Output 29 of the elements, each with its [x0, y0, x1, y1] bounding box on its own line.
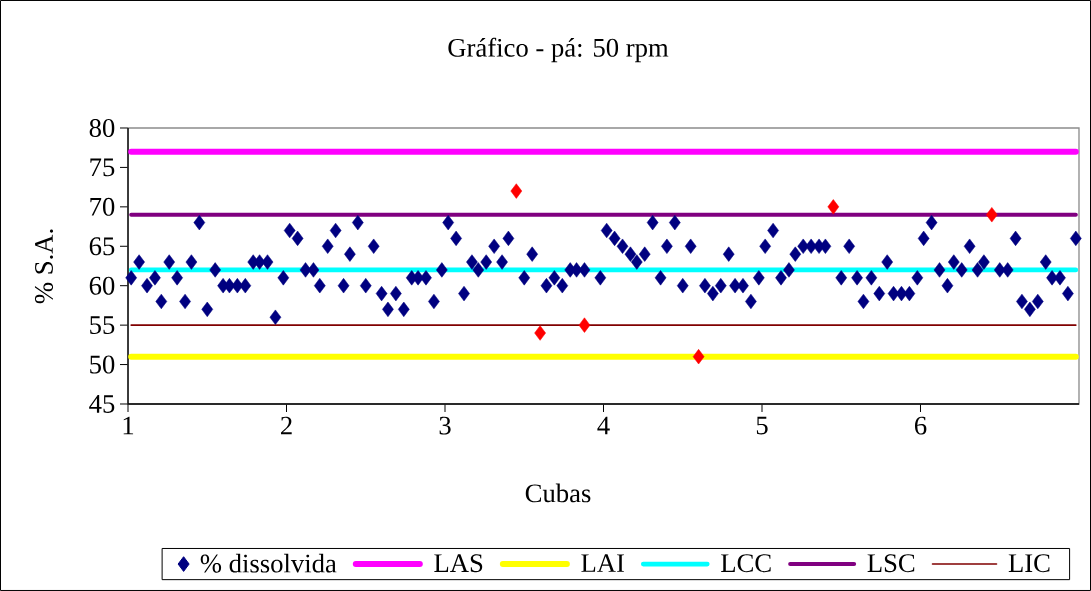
x-tick-label: 5 — [756, 416, 768, 435]
legend-label: LCC — [721, 554, 771, 573]
legend-label: LAI — [581, 554, 625, 572]
point — [827, 199, 840, 215]
point — [578, 317, 591, 333]
x-tick-label: 1 — [123, 416, 134, 435]
y-axis-title: % S.A. — [34, 229, 54, 304]
x-tick-label: 6 — [914, 416, 927, 435]
y-tick-label: 45 — [89, 395, 115, 413]
x-tick-label: 2 — [281, 416, 292, 435]
point — [510, 183, 523, 199]
point — [986, 207, 998, 223]
chart-title: Gráfico - pá: 50 rpm — [448, 37, 669, 63]
legend-label: LSC — [867, 554, 915, 573]
x-tick-label: 3 — [439, 416, 451, 435]
y-tick-label: 50 — [90, 355, 115, 374]
y-tick-label: 60 — [89, 276, 115, 295]
legend-label: % dissolvida — [200, 553, 337, 573]
point — [692, 349, 705, 365]
x-axis-title: Cubas — [525, 483, 591, 503]
legend-label: LAS — [434, 554, 483, 573]
legend-label: LIC — [1008, 554, 1050, 573]
y-tick-label: 80 — [89, 119, 115, 137]
point — [534, 325, 546, 341]
x-tick-label: 4 — [597, 416, 610, 435]
y-tick-label: 75 — [90, 158, 115, 177]
y-tick-label: 70 — [90, 197, 115, 216]
y-tick-label: 55 — [90, 316, 115, 334]
y-tick-label: 65 — [89, 237, 115, 256]
